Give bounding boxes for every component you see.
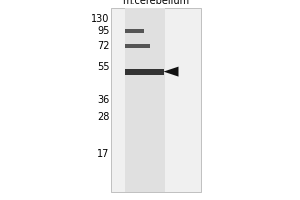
Text: 55: 55: [97, 62, 110, 72]
Text: m.cerebellum: m.cerebellum: [122, 0, 190, 6]
Polygon shape: [164, 67, 178, 77]
Bar: [124, 44, 150, 48]
Text: 17: 17: [97, 149, 110, 159]
Text: 72: 72: [97, 41, 110, 51]
Text: 36: 36: [97, 95, 110, 105]
Text: 130: 130: [91, 14, 110, 24]
Bar: [111, 8, 201, 192]
Bar: [124, 69, 164, 75]
Bar: [124, 8, 165, 192]
Bar: [124, 29, 144, 33]
Text: 95: 95: [97, 26, 110, 36]
Text: 28: 28: [97, 112, 110, 122]
